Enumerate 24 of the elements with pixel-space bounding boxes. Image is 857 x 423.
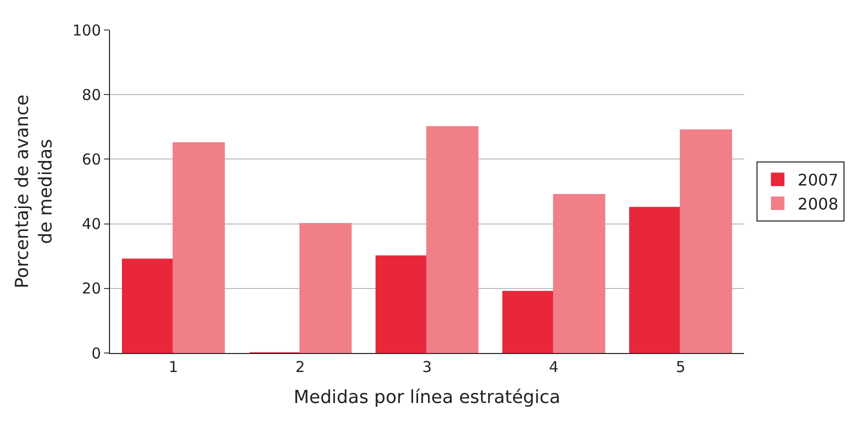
y-tick-label: 80 [82, 86, 101, 104]
x-axis-title: Medidas por línea estratégica [294, 387, 560, 408]
y-tick-label: 40 [82, 215, 101, 234]
x-tick-label: 3 [422, 358, 432, 376]
legend-label: 2008 [798, 194, 838, 214]
bar [299, 223, 352, 353]
bar [426, 126, 478, 353]
bar [680, 129, 732, 353]
bar [172, 142, 225, 353]
y-tick-label: 60 [82, 150, 101, 168]
bar [376, 255, 428, 353]
legend-label: 2007 [798, 170, 838, 190]
x-tick-label: 2 [295, 358, 305, 376]
x-tick-label: 5 [676, 358, 686, 376]
x-tick-label: 1 [168, 358, 178, 376]
bar [629, 206, 682, 353]
bar [553, 194, 606, 353]
bar [122, 258, 174, 353]
y-axis-title: Porcentaje de avance de medidas [12, 94, 57, 288]
x-tick-label: 4 [549, 358, 559, 376]
y-tick-label: 0 [91, 344, 101, 362]
y-tick-label: 100 [72, 21, 101, 40]
bar [502, 290, 555, 353]
y-tick-label: 20 [82, 280, 101, 298]
